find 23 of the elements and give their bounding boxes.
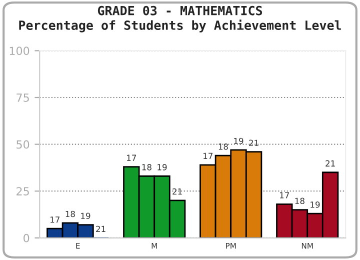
series-label: 21 — [96, 226, 106, 232]
text: 18 — [218, 143, 228, 150]
text: 17 — [204, 152, 212, 159]
text: 17 — [50, 216, 60, 223]
chart-title: GRADE 03 - MATHEMATICS — [98, 6, 262, 16]
y-tick-label: 25 — [16, 187, 29, 196]
series-label: 19 — [81, 212, 90, 220]
y-tick-label: 0 — [24, 234, 30, 242]
chart-subtitle: Percentage of Students by Achievement Level — [19, 20, 341, 32]
text: 19 — [158, 164, 167, 170]
text: 17 — [280, 192, 289, 198]
series-label: 17 — [127, 154, 136, 161]
y-tick-label: 75 — [16, 94, 29, 102]
text: 19 — [234, 138, 244, 144]
text: 18 — [295, 198, 304, 204]
text: 21 — [172, 188, 182, 195]
text: 21 — [326, 160, 335, 166]
text: 18 — [142, 164, 152, 170]
text: 21 — [249, 140, 258, 146]
series-label: 18 — [66, 210, 75, 218]
y-tick-label: 100 — [10, 46, 30, 56]
text: 19 — [310, 201, 320, 208]
y-tick-label: 50 — [16, 140, 30, 149]
